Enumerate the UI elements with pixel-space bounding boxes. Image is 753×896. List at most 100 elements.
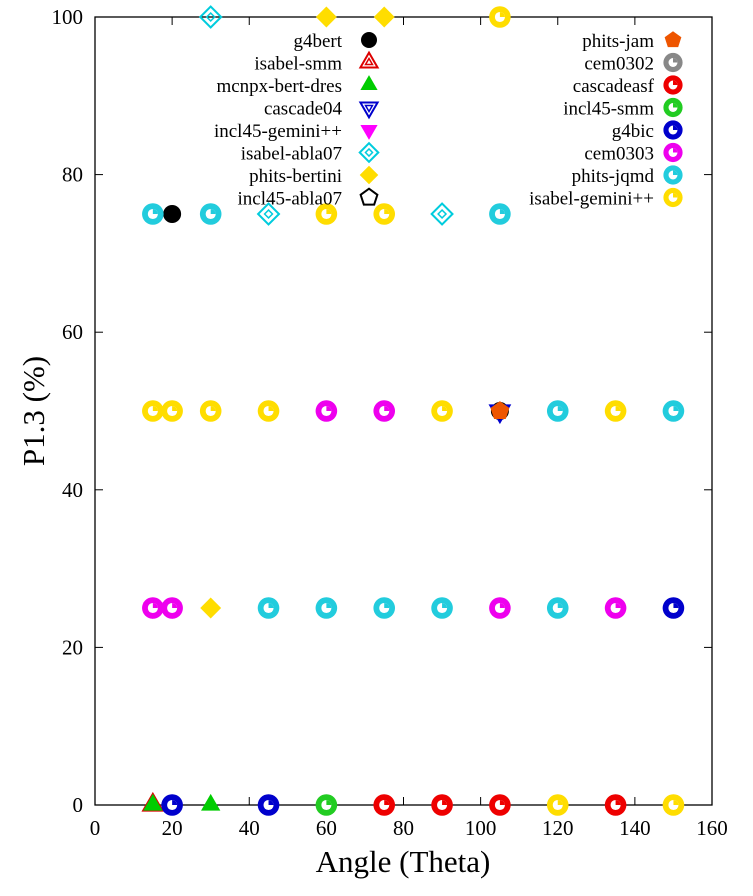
y-tick-label: 20 (62, 635, 83, 659)
legend-label: cem0303 (584, 144, 654, 165)
point-isabel-abla07 (256, 202, 281, 226)
point-cem0303 (315, 400, 338, 422)
series-phits-jqmd (142, 203, 685, 619)
legend-item: isabel-gemini++ (529, 187, 683, 210)
legend-label: phits-bertini (249, 166, 342, 187)
point-isabel-abla07 (430, 202, 454, 226)
series-phits-jam (490, 401, 510, 420)
x-axis-title: Angle (Theta) (316, 844, 491, 879)
legend-item: cem0302 (584, 52, 683, 75)
point-isabel-gemini++ (546, 794, 569, 816)
series-incl45-smm (315, 794, 338, 816)
series-phits-bertini (200, 6, 395, 619)
legend-label: cascade04 (264, 99, 343, 120)
x-tick-label: 80 (393, 816, 414, 840)
point-cem0303 (489, 597, 511, 619)
legend-item: phits-jqmd (572, 165, 683, 187)
point-phits-jqmd (199, 203, 222, 225)
series-cem0303 (142, 400, 627, 619)
legend-marker (359, 165, 379, 185)
legend-marker (663, 52, 683, 73)
point-cascadeasf (431, 794, 453, 816)
point-phits-jqmd (142, 203, 164, 225)
legend-item: incl45-abla07 (238, 187, 379, 210)
legend-item: isabel-smm (254, 50, 380, 75)
point-isabel-abla07 (198, 5, 223, 29)
legend-label: cem0302 (584, 54, 654, 75)
x-tick-label: 100 (465, 816, 497, 840)
y-tick-label: 0 (73, 793, 84, 817)
legend-label: phits-jam (582, 31, 654, 52)
point-isabel-gemini++ (161, 400, 183, 422)
y-tick-label: 100 (52, 5, 84, 29)
x-tick-label: 20 (162, 816, 183, 840)
legend-label: cascadeasf (573, 76, 655, 97)
legend-marker (663, 187, 683, 208)
data-points (141, 5, 685, 816)
point-isabel-gemini++ (431, 400, 453, 422)
series-g4bic (161, 597, 685, 816)
point-isabel-gemini++ (315, 203, 338, 225)
point-cem0303 (142, 597, 164, 619)
y-tick-label: 80 (62, 163, 83, 187)
legend-marker (358, 50, 380, 69)
legend-label: phits-jqmd (572, 166, 655, 187)
x-tick-label: 40 (239, 816, 260, 840)
legend-item: cascadeasf (573, 75, 683, 97)
legend-label: g4bic (612, 121, 654, 142)
point-incl45-smm (315, 794, 338, 816)
legend-marker (663, 120, 683, 140)
legend: g4bertisabel-smmmcnpx-bert-drescascade04… (214, 31, 683, 210)
point-phits-jqmd (257, 597, 280, 619)
point-isabel-gemini++ (257, 400, 280, 422)
legend-marker (663, 75, 683, 95)
y-tick-label: 60 (62, 320, 83, 344)
point-phits-jqmd (373, 597, 396, 619)
series-cascadeasf (373, 794, 627, 816)
series-mcnpx-bert-dres (143, 793, 221, 811)
series-isabel-abla07 (198, 5, 454, 226)
legend-item: incl45-smm (563, 97, 683, 120)
legend-item: phits-bertini (249, 165, 379, 187)
legend-label: incl45-gemini++ (214, 121, 342, 142)
point-phits-jqmd (546, 597, 569, 619)
legend-marker (663, 97, 683, 118)
legend-marker (360, 125, 378, 140)
legend-marker (663, 165, 683, 185)
point-g4bic (662, 597, 685, 619)
legend-label: isabel-abla07 (241, 144, 342, 165)
point-mcnpx-bert-dres (201, 793, 221, 811)
legend-label: isabel-smm (254, 54, 342, 75)
point-cascadeasf (604, 794, 627, 816)
x-tick-label: 0 (90, 816, 101, 840)
point-phits-bertini (315, 6, 337, 28)
legend-item: g4bert (293, 31, 377, 52)
legend-label: mcnpx-bert-dres (216, 76, 342, 97)
legend-label: incl45-abla07 (238, 189, 342, 210)
legend-item: incl45-gemini++ (214, 121, 378, 142)
legend-marker (358, 101, 380, 120)
point-isabel-gemini++ (489, 6, 511, 28)
point-g4bic (257, 794, 280, 816)
point-phits-jqmd (546, 400, 569, 422)
legend-marker (359, 187, 379, 206)
legend-marker (358, 141, 380, 164)
point-g4bic (161, 794, 183, 816)
series-isabel-gemini++ (142, 6, 685, 816)
legend-item: phits-jam (582, 31, 682, 52)
point-g4bert (163, 205, 182, 223)
point-phits-bertini (200, 597, 222, 619)
point-phits-jqmd (315, 597, 338, 619)
point-cascadeasf (489, 794, 511, 816)
x-tick-label: 160 (696, 816, 728, 840)
y-tick-label: 40 (62, 478, 83, 502)
legend-marker (361, 32, 377, 48)
point-isabel-gemini++ (662, 794, 685, 816)
legend-item: g4bic (612, 120, 683, 142)
point-cem0303 (373, 400, 396, 422)
x-tick-label: 60 (316, 816, 337, 840)
legend-label: g4bert (293, 31, 342, 52)
point-isabel-gemini++ (199, 400, 222, 422)
legend-label: incl45-smm (563, 99, 654, 120)
legend-marker (664, 31, 682, 48)
